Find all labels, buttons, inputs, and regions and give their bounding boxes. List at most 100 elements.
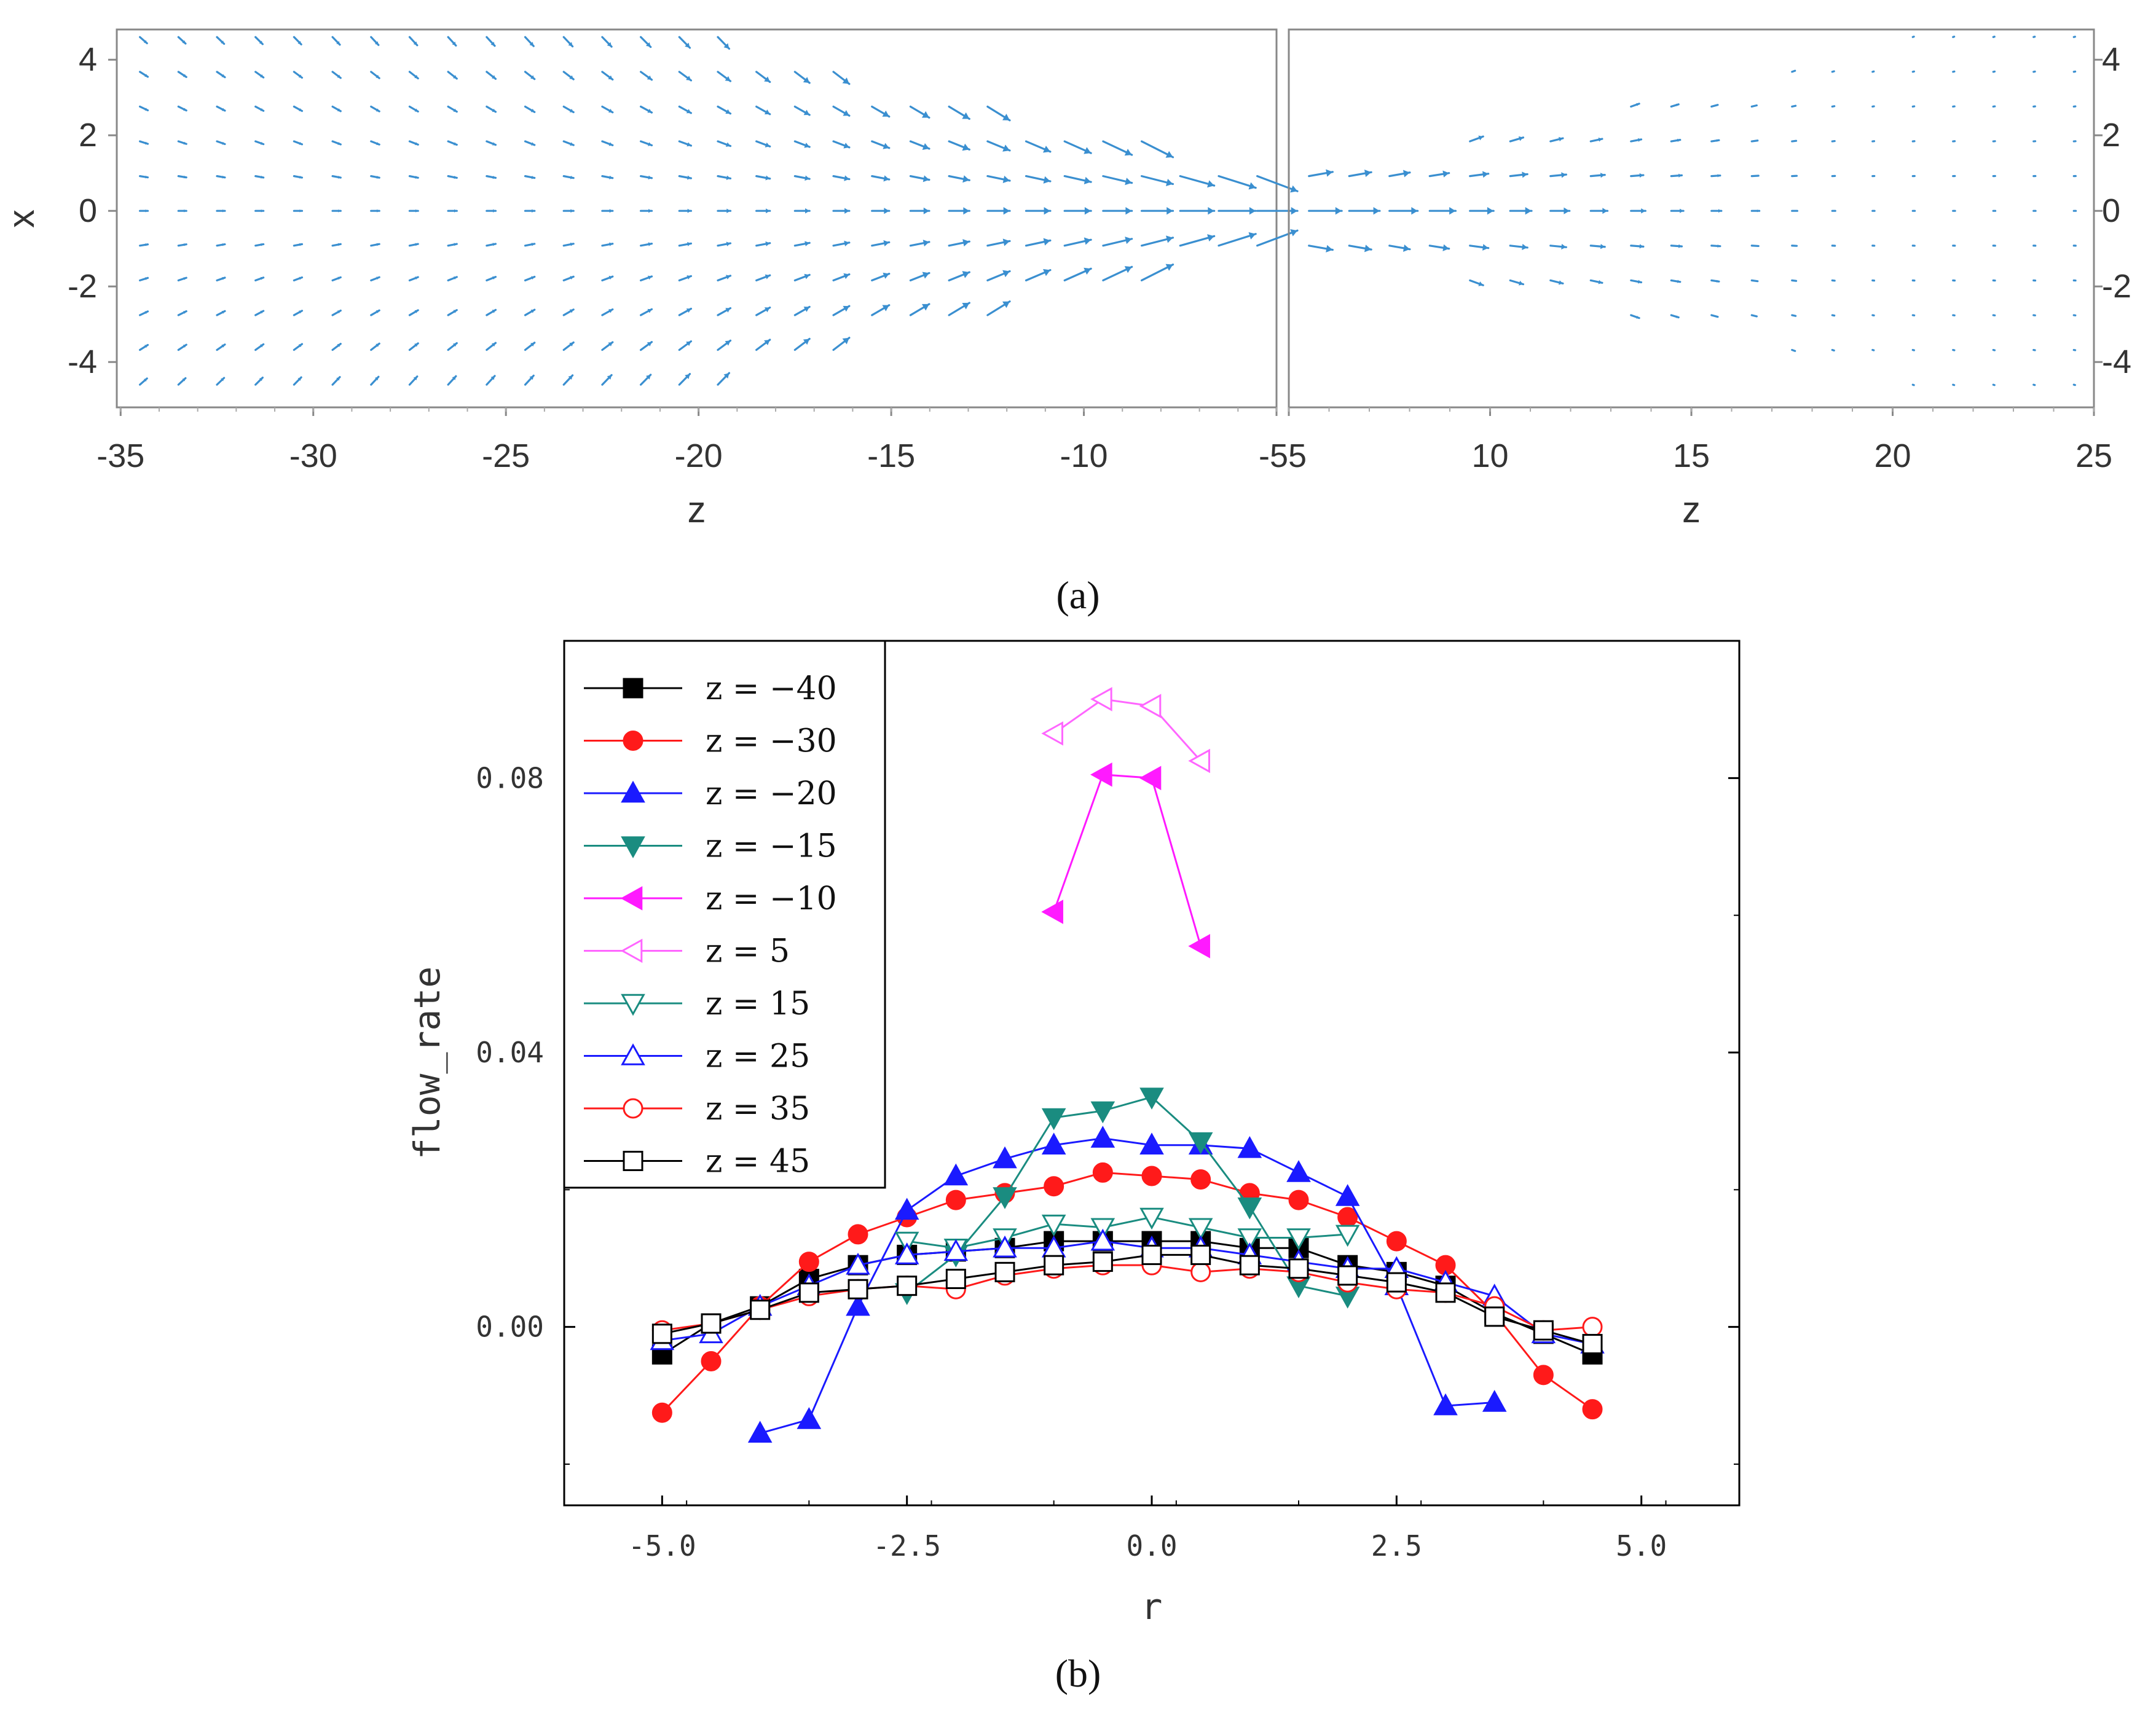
vector-arrowhead [883,272,889,279]
vector-arrowhead [1525,207,1532,215]
legend-label: z = −30 [706,723,837,760]
data-point [651,1323,672,1344]
vector-arrowhead [1207,234,1214,242]
data-point [701,1351,722,1371]
vector-arrowhead [490,375,495,380]
vector-arrowhead [569,75,574,80]
y-tick-label: 0.08 [476,761,544,794]
vector-arrowhead [143,40,148,44]
data-point [1286,1160,1311,1182]
vector-arrowhead [1084,176,1092,184]
vector-arrowhead [648,208,652,213]
vector-arrowhead [374,377,379,381]
vector-arrowhead [1675,315,1679,318]
x-tick-label: 2.5 [1371,1529,1422,1562]
vector-arrowhead [686,341,691,347]
y-tick-label: 2 [79,117,97,154]
vector-arrowhead [687,241,691,246]
vector-arrow [1871,348,1875,351]
data-point [1386,1272,1407,1293]
vector-arrowhead [492,243,496,246]
vector-arrow [1791,314,1797,317]
vector-arrowhead [413,41,417,45]
vector-arrowhead [337,310,341,314]
vector-arrowhead [145,209,148,213]
vector-arrowhead [336,377,340,381]
vector-arrowhead [376,108,380,112]
vector-arrowhead [299,243,302,246]
vector-arrowhead [1044,207,1050,215]
vector-arrowhead [298,74,302,78]
vector-arrowhead [221,108,225,111]
vector-arrowhead [454,243,457,246]
vector-arrowhead [1403,170,1410,178]
series-2 [747,1126,1507,1443]
vector-arrowhead [726,208,731,213]
vector-arrowhead [1043,238,1050,246]
vector-arrowhead [336,41,340,45]
vector-arrow [1750,279,1759,283]
vector-arrowhead [645,374,651,380]
vector-arrowhead [765,175,770,181]
vector-arrowhead [374,41,379,45]
vector-arrowhead [222,141,225,145]
vector-arrowhead [492,276,496,280]
vector-arrowhead [222,243,225,246]
vector-arrowhead [1364,169,1372,178]
vector-arrowhead [609,242,613,246]
y-tick-label: -4 [68,343,97,380]
vector-arrowhead [260,310,264,314]
vector-arrowhead [453,343,457,347]
vector-arrowhead [299,142,302,145]
data-point [945,1190,966,1210]
vector-arrowhead [182,40,186,44]
vector-arrowhead [453,75,457,79]
vector-arrowhead [1043,269,1050,276]
vector-arrowhead [299,209,302,213]
y-tick-label: -2 [68,268,97,305]
vector-arrowhead [1442,244,1449,251]
data-point [701,1313,722,1334]
vector-arrowhead [259,41,263,44]
vector-arrow [1831,105,1836,108]
data-point [1482,1390,1507,1412]
vector-arrowhead [453,310,457,313]
x-axis-label: z [688,489,706,530]
x-tick-label-joined: -55 [1259,437,1307,474]
data-point [1582,1399,1603,1420]
vector-arrowhead [144,311,148,315]
x-tick-label: -2.5 [873,1529,941,1562]
panel-label-a: (a) [1056,573,1100,617]
vector-arrowhead [608,75,613,80]
vector-arrowhead [648,175,652,180]
vector-arrowhead [922,143,929,150]
vector-arrowhead [298,343,302,348]
data-point [993,1187,1017,1209]
vector-arrowhead [454,176,457,179]
quiver-frame [116,28,1278,409]
vector-arrowhead [1084,267,1092,275]
data-point [943,1239,969,1261]
vector-arrow [1911,348,1915,351]
vector-arrow [1831,70,1835,73]
vector-arrowhead [687,142,691,147]
vector-arrowhead [647,342,652,347]
legend-label: z = 15 [706,986,810,1022]
vector-arrowhead [725,340,731,346]
vector-arrowhead [377,209,380,213]
data-point [894,1242,919,1264]
vector-arrowhead [261,243,264,246]
vector-arrowhead [725,76,731,82]
data-point [1141,1166,1162,1186]
vector-arrowhead [221,378,224,382]
vector-arrowhead [843,143,849,149]
vector-arrowhead [144,277,148,280]
vector-arrowhead [299,108,302,111]
vector-arrowhead [608,275,613,280]
y-axis-label: flow_rate [406,966,448,1159]
vector-arrowhead [1716,280,1719,283]
vector-arrowhead [1717,244,1720,248]
vector-arrowhead [1716,139,1719,142]
x-tick-label: -30 [289,437,337,474]
legend-label: z = 5 [706,933,790,970]
